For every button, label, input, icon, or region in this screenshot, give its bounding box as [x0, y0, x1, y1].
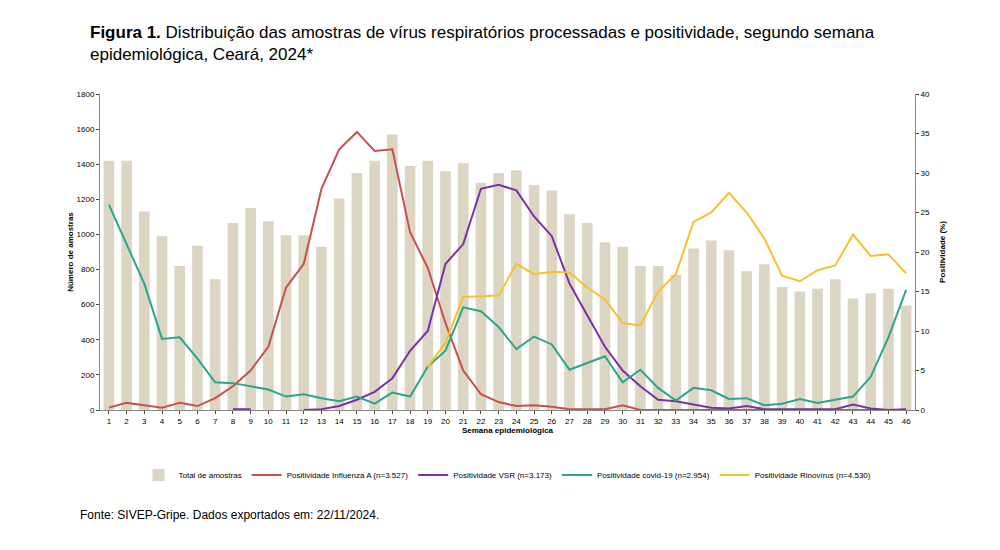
svg-text:Semana epidemiológica: Semana epidemiológica: [462, 426, 554, 435]
svg-text:46: 46: [902, 417, 911, 426]
svg-text:18: 18: [406, 417, 415, 426]
svg-text:800: 800: [81, 265, 95, 274]
svg-text:26: 26: [547, 417, 556, 426]
svg-text:41: 41: [813, 417, 822, 426]
svg-text:10: 10: [264, 417, 273, 426]
svg-text:10: 10: [921, 327, 930, 336]
svg-text:8: 8: [231, 417, 236, 426]
svg-text:19: 19: [423, 417, 432, 426]
svg-text:16: 16: [370, 417, 379, 426]
svg-text:7: 7: [213, 417, 218, 426]
svg-text:1600: 1600: [77, 125, 95, 134]
svg-text:3: 3: [142, 417, 147, 426]
svg-text:24: 24: [512, 417, 521, 426]
svg-text:400: 400: [81, 336, 95, 345]
svg-text:39: 39: [778, 417, 787, 426]
svg-text:29: 29: [600, 417, 609, 426]
svg-text:Positividade Rinovírus (n=4.53: Positividade Rinovírus (n=4.530): [755, 471, 871, 480]
svg-text:5: 5: [921, 366, 926, 375]
svg-text:600: 600: [81, 300, 95, 309]
svg-text:1000: 1000: [77, 230, 95, 239]
svg-text:30: 30: [618, 417, 627, 426]
svg-text:35: 35: [707, 417, 716, 426]
svg-text:1800: 1800: [77, 90, 95, 99]
svg-text:27: 27: [565, 417, 574, 426]
html-text:Figura 1. Distribuição das amo: Figura 1. Distribuição das amostras de v…: [90, 23, 875, 64]
svg-text:9: 9: [248, 417, 253, 426]
svg-text:42: 42: [831, 417, 840, 426]
svg-text:200: 200: [81, 371, 95, 380]
svg-text:Positividade Influenza A (n=3.: Positividade Influenza A (n=3.527): [287, 471, 409, 480]
svg-text:23: 23: [494, 417, 503, 426]
svg-text:25: 25: [921, 208, 930, 217]
svg-text:15: 15: [921, 287, 930, 296]
svg-text:13: 13: [317, 417, 326, 426]
svg-text:Número de amostras: Número de amostras: [66, 212, 75, 292]
svg-text:45: 45: [884, 417, 893, 426]
svg-text:40: 40: [921, 90, 930, 99]
svg-text:43: 43: [849, 417, 858, 426]
svg-text:6: 6: [195, 417, 200, 426]
svg-text:11: 11: [282, 417, 291, 426]
html-text:Fonte: SIVEP-Gripe. Dados expo: Fonte: SIVEP-Gripe. Dados exportados em:…: [80, 508, 380, 522]
svg-text:34: 34: [689, 417, 698, 426]
svg-text:37: 37: [742, 417, 751, 426]
svg-text:28: 28: [583, 417, 592, 426]
svg-text:40: 40: [795, 417, 804, 426]
svg-text:36: 36: [725, 417, 734, 426]
svg-text:14: 14: [335, 417, 344, 426]
svg-text:12: 12: [299, 417, 308, 426]
svg-text:1200: 1200: [77, 195, 95, 204]
svg-text:4: 4: [160, 417, 165, 426]
svg-text:33: 33: [671, 417, 680, 426]
svg-text:22: 22: [476, 417, 485, 426]
svg-text:Total de amostras: Total de amostras: [179, 471, 242, 480]
svg-text:35: 35: [921, 129, 930, 138]
svg-text:31: 31: [636, 417, 645, 426]
svg-text:30: 30: [921, 169, 930, 178]
svg-text:15: 15: [352, 417, 361, 426]
svg-text:0: 0: [921, 406, 926, 415]
svg-text:1: 1: [107, 417, 112, 426]
svg-text:Positividade (%): Positividade (%): [938, 221, 947, 283]
svg-text:20: 20: [921, 248, 930, 257]
svg-text:5: 5: [178, 417, 183, 426]
svg-text:Positividade covid-19 (n=2.954: Positividade covid-19 (n=2.954): [597, 471, 710, 480]
svg-text:17: 17: [388, 417, 397, 426]
svg-text:Positividade VSR (n=3.173): Positividade VSR (n=3.173): [453, 471, 552, 480]
svg-text:0: 0: [90, 406, 95, 415]
svg-text:2: 2: [124, 417, 129, 426]
svg-text:38: 38: [760, 417, 769, 426]
svg-text:32: 32: [654, 417, 663, 426]
svg-text:44: 44: [866, 417, 875, 426]
svg-text:21: 21: [459, 417, 468, 426]
svg-text:25: 25: [530, 417, 539, 426]
svg-text:1400: 1400: [77, 160, 95, 169]
svg-text:20: 20: [441, 417, 450, 426]
